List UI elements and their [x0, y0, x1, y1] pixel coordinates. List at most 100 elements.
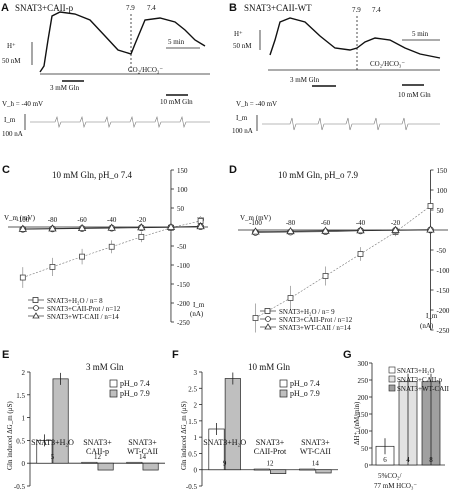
data-point-triangle — [251, 227, 260, 235]
panel-c-im-unit: (nA) — [190, 310, 204, 318]
panel-b-i-scale: 100 nA — [232, 127, 253, 135]
n-label: 12 — [267, 460, 275, 468]
legend-label: SNAT3+CAII-Prot / n=12 — [47, 305, 121, 313]
panel-e-ylabel: Gln induced ΔG_m (μS) — [6, 401, 14, 470]
bar-ph79 — [315, 469, 332, 474]
panel-a-vh: V_h = -40 mV — [2, 100, 43, 108]
legend-label: SNAT3+H₂O — [397, 367, 435, 375]
y-tick-label: 150 — [358, 411, 369, 419]
y-tick-label: -250 — [437, 327, 450, 335]
panel-b-ph-trace — [269, 17, 441, 59]
panel-b-vh: V_h = -40 mV — [236, 100, 277, 108]
y-tick-label: 1.5 — [16, 392, 25, 400]
legend-swatch — [109, 389, 118, 398]
panel-b-gln2: 10 mM Gln — [398, 91, 431, 99]
data-point-triangle — [426, 225, 435, 233]
y-tick-label: 2.5 — [188, 385, 197, 393]
legend-label: SNAT3+CAII-p — [397, 376, 443, 384]
panel-b-title: SNAT3+CAII-WT — [244, 3, 312, 13]
panel-b-time-scale: 5 min — [412, 30, 429, 38]
legend-swatch — [388, 384, 396, 392]
group-label: CAII-Prot — [254, 447, 287, 456]
panel-f: F 10 mM Gln Gln induced ΔG_m (μS) 3 2.5 2 1… — [172, 349, 338, 491]
legend-swatch — [388, 366, 396, 374]
legend-marker-square — [264, 308, 271, 314]
y-tick-label: 200 — [358, 394, 369, 402]
y-tick-label: 100 — [358, 428, 369, 436]
x-tick-label: -20 — [137, 216, 147, 224]
data-point-triangle — [356, 226, 365, 234]
legend-label: SNAT3+H₂O / n= 8 — [47, 297, 103, 305]
data-point-triangle — [18, 224, 28, 232]
panel-letter-f: F — [172, 349, 179, 361]
group-label: SNAT3+H₂O — [203, 438, 246, 447]
y-tick-label: 100 — [177, 186, 188, 194]
panel-a-title: SNAT3+CAII-p — [15, 3, 74, 13]
legend-swatch — [388, 375, 396, 383]
legend-label: pH_o 7.4 — [120, 379, 150, 388]
panel-b-current-trace — [262, 117, 440, 131]
panel-letter-g: G — [343, 349, 352, 361]
panel-a-h-scale: 50 nM — [2, 57, 21, 65]
panel-c-im-label: I_m — [193, 301, 205, 309]
legend-label: pH_o 7.9 — [290, 389, 320, 398]
y-tick-label: 1 — [22, 415, 26, 423]
legend-label: SNAT3+H₂O / n= 9 — [279, 308, 335, 316]
x-tick-label: -80 — [48, 216, 58, 224]
panel-b-h-label: H⁺ — [234, 30, 243, 38]
y-tick-label: -50 — [437, 247, 447, 255]
data-point-triangle — [321, 226, 330, 234]
panel-g-xlabel2: 77 mM HCO₃⁻ — [374, 482, 417, 490]
panel-a-ph-trace — [39, 11, 206, 73]
x-tick-label: -20 — [391, 219, 401, 227]
y-tick-label: 0 — [194, 467, 198, 475]
legend-marker-square — [32, 297, 39, 303]
group-label: SNAT3+ — [256, 438, 285, 447]
legend-label: SNAT3+WT-CAII / n=14 — [279, 324, 351, 332]
data-point-square — [49, 263, 56, 270]
y-tick-label: -100 — [437, 267, 450, 275]
group-label: SNAT3+ — [128, 438, 157, 447]
y-tick-label: -150 — [437, 287, 450, 295]
bar-ph74 — [208, 428, 225, 471]
y-tick-label: -150 — [177, 281, 190, 289]
x-tick-label: -60 — [321, 219, 331, 227]
panel-d-im-unit: (nA) — [420, 322, 434, 330]
x-tick-label: -60 — [77, 216, 87, 224]
data-point-triangle — [286, 226, 295, 235]
data-point-triangle — [391, 225, 400, 233]
panel-a-im-label: I_m — [4, 116, 16, 124]
y-tick-label: 2 — [194, 402, 198, 410]
bar-ph79 — [52, 378, 69, 464]
data-point-square — [108, 243, 115, 250]
bar-ph79 — [97, 462, 114, 471]
panel-d-plot: -100 -80 -60 -40 -20 150 100 50 -50 -100 -150 -200 -… — [238, 167, 450, 335]
panel-b-co2-label: CO₂/HCO₃⁻ — [370, 60, 405, 68]
legend-label: pH_o 7.4 — [290, 379, 320, 388]
series-line-circle — [255, 229, 431, 233]
panel-b-im-label: I_m — [236, 114, 248, 122]
y-tick-label: 0 — [365, 462, 369, 470]
group-label: SNAT3+ — [301, 438, 330, 447]
n-label: 8 — [429, 456, 433, 464]
n-label: 14 — [139, 453, 147, 461]
panel-f-title: 10 mM Gln — [248, 362, 291, 372]
y-tick-label: 0 — [22, 460, 26, 468]
x-tick-label: -100 — [16, 216, 29, 224]
n-label: 5 — [51, 453, 55, 461]
data-point-square — [287, 295, 294, 301]
panel-e-plot: 21.510.50-0.55SNAT3+H₂O12SNAT3+CAII-p14S… — [14, 369, 165, 491]
panel-g-plot: 300 250 200 150 100 50 0 6 4 8 SNAT3+H₂OSNAT3+CAII… — [358, 360, 450, 470]
panel-a-ph1: 7.9 — [126, 4, 135, 12]
y-tick-label: -100 — [177, 262, 190, 270]
legend-swatch — [279, 379, 288, 388]
data-point-square — [19, 274, 26, 281]
bar-ph74 — [253, 468, 270, 471]
panel-c: C 10 mM Gln, pH_o 7.4 V_m (mV) I_m (nA) … — [2, 164, 208, 327]
y-tick-label: 2 — [22, 369, 26, 377]
bar-ph74 — [81, 461, 98, 464]
panel-d-im-label: I_m — [426, 312, 438, 320]
y-tick-label: 1 — [194, 434, 198, 442]
y-tick-label: 250 — [358, 377, 369, 385]
